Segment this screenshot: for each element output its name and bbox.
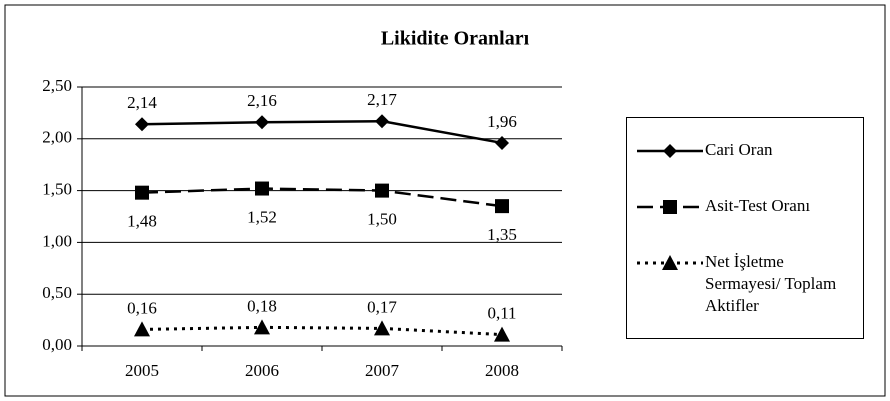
marker: [255, 181, 269, 196]
marker: [375, 183, 389, 198]
legend-entry: Asit-Test Oranı: [633, 195, 857, 217]
y-tick-label: 0,50: [42, 283, 72, 302]
data-label: 1,52: [247, 207, 277, 226]
marker: [663, 144, 677, 158]
x-tick-label: 2007: [365, 361, 400, 380]
y-tick-label: 1,00: [42, 231, 72, 250]
legend-swatch: [637, 200, 703, 214]
y-tick-label: 0,00: [42, 335, 72, 354]
legend-label: Asit-Test Oranı: [705, 196, 811, 215]
data-label: 1,35: [487, 225, 517, 244]
x-tick-label: 2006: [245, 361, 279, 380]
legend-swatch: [637, 255, 703, 270]
marker: [254, 319, 270, 335]
series-line: [141, 119, 503, 145]
data-label: 1,48: [127, 212, 157, 231]
marker: [135, 185, 149, 200]
legend-label: Net İşletme Sermayesi/ Toplam Aktifler: [705, 252, 837, 315]
legend-label: Cari Oran: [705, 140, 773, 159]
chart-border: [4, 4, 886, 397]
y-tick-label: 2,50: [42, 76, 72, 95]
y-tick-label: 1,50: [42, 180, 72, 199]
marker: [135, 117, 149, 132]
marker: [134, 321, 150, 337]
marker: [663, 200, 677, 214]
marker: [662, 255, 678, 270]
marker: [375, 114, 389, 129]
data-label: 0,11: [487, 304, 516, 323]
marker: [495, 199, 509, 214]
data-label: 0,16: [127, 298, 157, 317]
y-tick-label: 2,00: [42, 128, 72, 147]
legend-entry: Net İşletme Sermayesi/ Toplam Aktifler: [633, 251, 857, 317]
data-label: 2,17: [367, 90, 397, 109]
legend-swatch: [637, 144, 703, 158]
x-tick-label: 2005: [125, 361, 159, 380]
marker: [494, 326, 510, 342]
marker: [495, 135, 509, 150]
x-tick-label: 2008: [485, 361, 519, 380]
series-line: [141, 187, 503, 208]
data-label: 1,50: [367, 210, 397, 229]
legend-entry: Cari Oran: [633, 139, 857, 161]
legend: Cari Oran Asit-Test Oranı Net İşletme Serm…: [626, 117, 864, 339]
marker: [255, 115, 269, 130]
chart-title: Likidite Oranları: [381, 28, 530, 50]
marker: [374, 320, 390, 336]
data-label: 0,17: [367, 297, 397, 316]
data-label: 0,18: [247, 296, 277, 315]
data-label: 1,96: [487, 112, 517, 131]
data-label: 2,14: [127, 93, 157, 112]
data-label: 2,16: [247, 91, 277, 110]
